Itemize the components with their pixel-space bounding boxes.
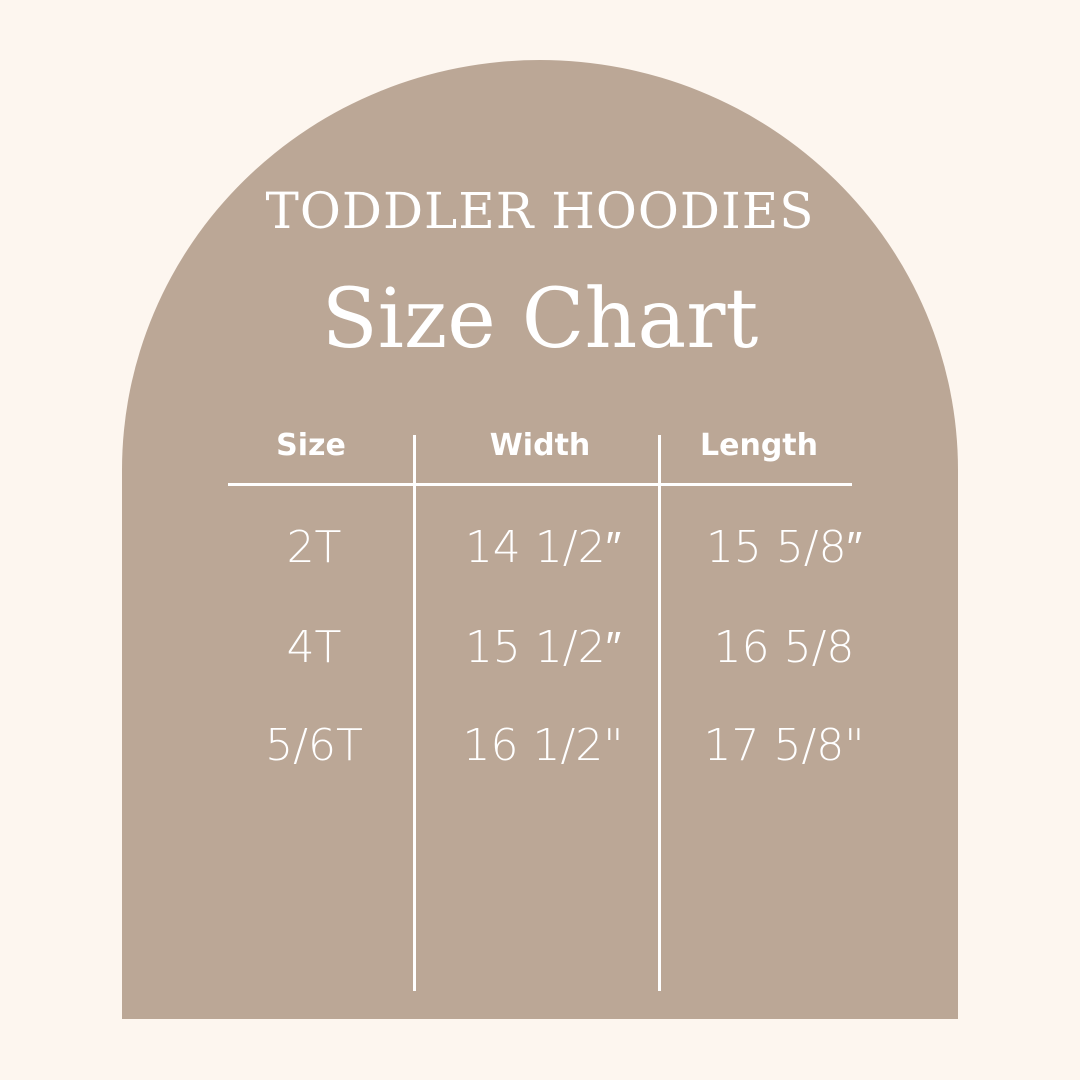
table-header-divider xyxy=(228,483,852,486)
column-header-size: Size xyxy=(276,428,346,463)
table-cell-size: 2T xyxy=(286,522,342,573)
column-header-width: Width xyxy=(489,428,591,463)
table-cell-width: 16 1/2" xyxy=(462,720,624,771)
table-cell-length: 16 5/8 xyxy=(713,622,855,673)
arch-background xyxy=(122,60,958,1019)
column-divider xyxy=(413,435,416,991)
table-cell-length: 15 5/8″ xyxy=(705,522,863,573)
column-header-length: Length xyxy=(700,428,818,463)
table-cell-size: 4T xyxy=(286,622,342,673)
table-cell-size: 5/6T xyxy=(265,720,363,771)
table-cell-width: 15 1/2″ xyxy=(464,622,622,673)
column-divider xyxy=(658,435,661,991)
page-title: Size Chart xyxy=(321,272,759,367)
product-heading: TODDLER HOODIES xyxy=(265,182,815,240)
table-cell-length: 17 5/8" xyxy=(703,720,865,771)
table-cell-width: 14 1/2″ xyxy=(464,522,622,573)
